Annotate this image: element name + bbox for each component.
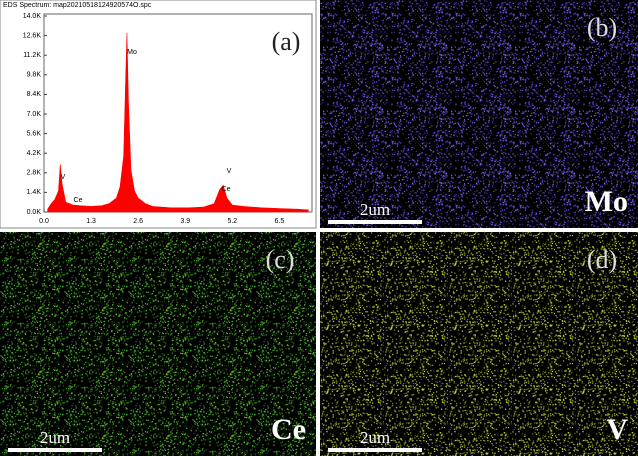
spectrum-title: EDS Spectrum: map20210518124920574O.spc	[3, 2, 152, 9]
y-tick-label: 14.0K	[23, 13, 42, 20]
panel-label: (d)	[587, 245, 617, 274]
plot-area	[43, 13, 313, 213]
x-tick-label: 2.6	[133, 218, 143, 225]
x-tick-label: 3.9	[180, 218, 190, 225]
y-tick-label: 11.2K	[23, 52, 41, 59]
element-label: V	[606, 413, 628, 446]
scale-label: 2um	[40, 428, 70, 447]
scale-bar	[8, 448, 102, 452]
x-tick-label: 0.0	[39, 218, 49, 225]
panel-label: (a)	[272, 27, 301, 56]
element-label: Ce	[271, 413, 306, 446]
peak-label: V	[61, 174, 66, 181]
y-tick-label: 9.8K	[27, 72, 42, 79]
panel-label: (b)	[587, 13, 617, 42]
x-tick-label: 6.5	[275, 218, 285, 225]
y-tick-label: 12.6K	[23, 32, 42, 39]
element-map	[0, 232, 316, 456]
element-map	[320, 232, 638, 456]
scale-label: 2um	[360, 428, 390, 447]
scale-bar	[328, 220, 422, 224]
peak-label: Ce	[222, 186, 231, 193]
panel-label: (c)	[266, 245, 295, 274]
y-tick-label: 2.8K	[27, 170, 42, 177]
x-tick-label: 5.2	[227, 218, 237, 225]
scale-bar	[328, 448, 422, 452]
element-label: Mo	[585, 185, 628, 218]
x-tick-label: 1.3	[86, 218, 96, 225]
scale-label: 2um	[360, 200, 390, 219]
y-tick-label: 5.6K	[27, 130, 42, 137]
peak-label: V	[227, 168, 232, 175]
peak-label: Ce	[74, 197, 83, 204]
y-tick-label: 7.0K	[27, 111, 42, 118]
y-tick-label: 8.4K	[27, 91, 42, 98]
y-tick-label: 4.2K	[27, 150, 42, 157]
y-tick-label: 1.4K	[27, 189, 42, 196]
peak-label: Mo	[127, 49, 137, 56]
y-tick-label: 0.0K	[27, 209, 42, 216]
element-map	[320, 0, 638, 228]
spectrum-area	[47, 32, 309, 213]
